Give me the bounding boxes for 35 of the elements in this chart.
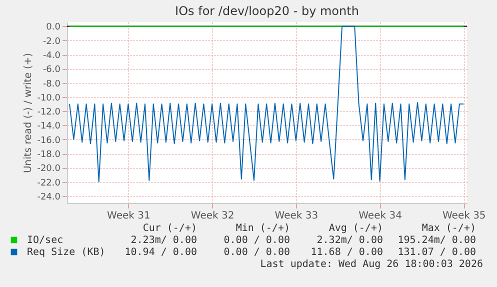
text: 11.68 / 0.00 [310,247,383,258]
y-tick-label: -18.0 [37,150,61,160]
text: Max (-/+) [422,223,476,234]
text: Min (-/+) [236,223,290,234]
y-tick-label: -14.0 [37,122,61,132]
y-tick-label: -20.0 [37,164,61,174]
y-tick-label: -12.0 [37,108,61,118]
text: Last update: Wed Aug 26 18:00:03 2026 [260,259,483,270]
y-tick-label: -8.0 [42,79,61,90]
chart-title: IOs for /dev/loop20 - by month [175,4,359,18]
x-tick-label: Week 34 [358,210,402,222]
text: 131.07 / 0.00 [398,247,476,258]
text: Cur (-/+) [142,223,197,234]
y-tick-label: -4.0 [42,51,61,62]
legend-label: IO/sec [27,235,64,246]
x-tick-label: Week 35 [442,210,486,222]
y-tick-label: -10.0 [37,93,61,104]
text: 0.00 / 0.00 [224,235,290,246]
y-tick-label: -22.0 [37,178,61,188]
y-tick-label: -6.0 [42,65,61,76]
text: 10.94 / 0.00 [124,247,197,258]
text: 2.23m/ 0.00 [130,235,197,246]
x-tick-label: Week 32 [190,210,234,222]
y-tick-label: -16.0 [37,136,61,146]
y-tick-label: -24.0 [37,192,61,202]
x-tick-label: Week 31 [107,210,150,222]
y-tick-label: -2.0 [42,36,61,47]
text: 0.00 / 0.00 [224,247,290,258]
text: 2.32m/ 0.00 [316,235,383,246]
y-axis-title: Units read (-) / write (+) [23,52,34,174]
legend-label: Req Size (KB) [27,247,106,258]
text: 195.24m/ 0.00 [398,235,476,246]
text: Avg (-/+) [328,223,383,234]
x-tick-label: Week 33 [274,210,318,222]
y-tick-label: 0.0 [46,22,61,33]
